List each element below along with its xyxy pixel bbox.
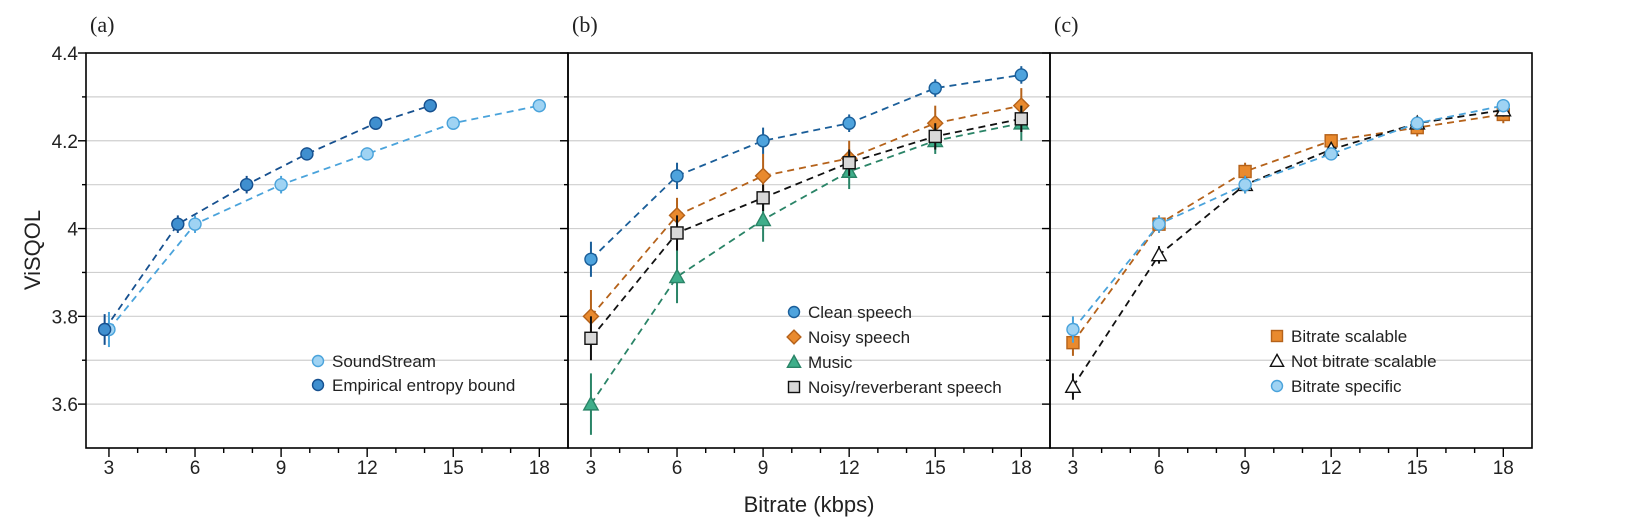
data-point	[1496, 98, 1511, 113]
data-point	[754, 211, 772, 227]
data-point	[1014, 112, 1029, 126]
x-tick-label: 12	[357, 458, 378, 479]
legend-marker	[787, 380, 801, 394]
legend-label: Noisy/reverberant speech	[808, 378, 1002, 397]
x-tick-label: 12	[839, 458, 860, 479]
data-point	[1410, 116, 1424, 130]
legend-label: Music	[808, 353, 853, 372]
x-tick-label: 9	[1240, 458, 1251, 479]
data-point	[171, 217, 185, 231]
x-tick-label: 15	[443, 458, 464, 479]
legend-label: Bitrate scalable	[1291, 327, 1407, 346]
data-point	[1238, 177, 1252, 192]
data-point	[1324, 147, 1338, 161]
data-point	[1152, 217, 1166, 231]
legend-marker	[1270, 379, 1284, 393]
legend-label: Noisy speech	[808, 328, 910, 347]
x-axis-title: Bitrate (kbps)	[744, 492, 875, 517]
legend-marker	[311, 354, 325, 368]
y-tick-label: 4.4	[52, 44, 79, 65]
x-tick-label: 3	[1068, 458, 1079, 479]
legend-marker	[787, 305, 801, 319]
legend-label: SoundStream	[332, 352, 436, 371]
x-tick-label: 15	[1407, 458, 1428, 479]
data-point	[360, 147, 374, 161]
panel-label: (c)	[1054, 12, 1078, 37]
data-point	[423, 98, 437, 113]
data-point	[670, 169, 684, 183]
data-point	[842, 116, 856, 130]
series-line	[1072, 104, 1504, 331]
panel-label: (b)	[572, 12, 598, 37]
data-point	[446, 116, 460, 130]
legend-marker	[311, 378, 325, 392]
data-point	[582, 395, 600, 411]
x-tick-label: 9	[758, 458, 769, 479]
panel-frame	[1049, 52, 1533, 449]
legend-label: Bitrate specific	[1291, 377, 1402, 396]
data-point	[756, 134, 770, 148]
x-tick-label: 3	[586, 458, 597, 479]
panel-label: (a)	[90, 12, 114, 37]
data-point	[1238, 164, 1252, 179]
legend-marker	[786, 329, 802, 345]
x-tick-label: 9	[276, 458, 287, 479]
legend-marker	[1270, 329, 1284, 343]
x-tick-label: 18	[529, 458, 550, 479]
series-line	[590, 104, 1022, 317]
y-tick-label: 4.2	[52, 132, 78, 153]
x-tick-label: 12	[1321, 458, 1342, 479]
y-tick-label: 3.6	[52, 395, 78, 416]
data-point	[1066, 322, 1080, 337]
data-point	[300, 147, 314, 161]
legend-label: Clean speech	[808, 303, 912, 322]
x-tick-label: 6	[672, 458, 683, 479]
x-tick-label: 18	[1493, 458, 1514, 479]
y-tick-label: 4	[67, 220, 78, 241]
data-point	[1064, 377, 1082, 394]
data-point	[842, 156, 856, 170]
data-point	[1150, 246, 1168, 262]
x-tick-label: 15	[925, 458, 946, 479]
data-point	[756, 191, 770, 205]
data-point	[928, 129, 942, 144]
data-point	[668, 268, 686, 284]
data-point	[670, 226, 684, 240]
data-point	[754, 167, 772, 185]
legend-marker	[786, 353, 802, 368]
y-tick-label: 3.8	[52, 307, 78, 328]
data-point	[584, 331, 598, 345]
data-point	[584, 252, 598, 266]
legend-label: Empirical entropy bound	[332, 376, 515, 395]
series-line	[590, 74, 1022, 260]
data-point	[369, 116, 383, 130]
data-point	[239, 177, 254, 192]
x-tick-label: 6	[190, 458, 201, 479]
x-tick-label: 6	[1154, 458, 1165, 479]
y-axis-title: ViSQOL	[20, 210, 45, 290]
data-point	[274, 177, 288, 192]
series-line	[103, 104, 431, 331]
x-tick-label: 3	[104, 458, 115, 479]
data-point	[97, 322, 112, 337]
series-line	[108, 104, 540, 331]
series-line	[1072, 113, 1504, 344]
data-point	[188, 217, 202, 231]
legend-label: Not bitrate scalable	[1291, 352, 1437, 371]
series-line	[590, 122, 1022, 405]
x-tick-label: 18	[1011, 458, 1032, 479]
series-line	[590, 117, 1022, 339]
legend-marker	[1269, 352, 1285, 367]
data-point	[1014, 68, 1029, 82]
data-point	[928, 81, 942, 95]
data-point	[532, 98, 547, 113]
series-line	[1072, 109, 1504, 388]
